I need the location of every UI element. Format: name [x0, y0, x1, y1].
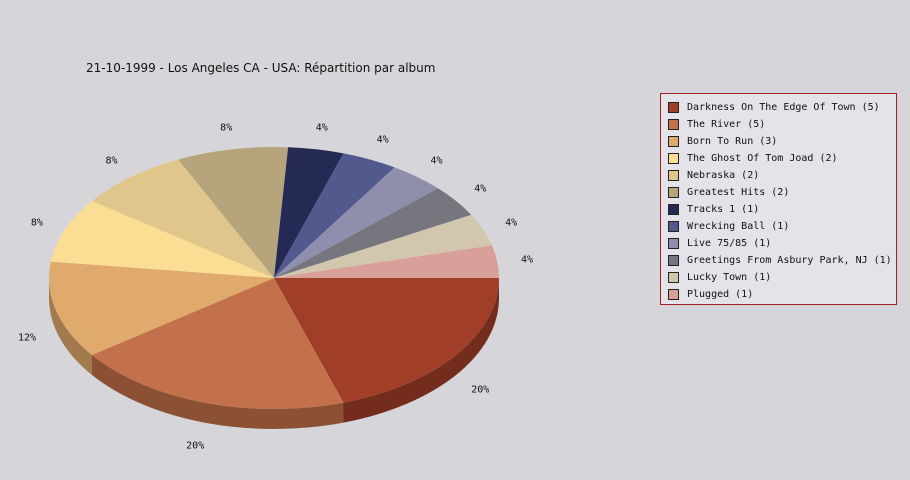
legend-swatch: [668, 153, 679, 164]
pie-slice-5: [178, 147, 289, 278]
legend-item: The River (5): [668, 116, 896, 133]
slice-percent-label: 8%: [105, 155, 117, 166]
legend-swatch: [668, 170, 679, 181]
pie-side-2: [49, 278, 92, 375]
legend-swatch: [668, 102, 679, 113]
legend-item: Darkness On The Edge Of Town (5): [668, 99, 896, 116]
slice-percent-label: 8%: [220, 123, 232, 134]
legend-label: Greetings From Asbury Park, NJ (1): [687, 255, 892, 266]
legend-swatch: [668, 289, 679, 300]
legend-label: Nebraska (2): [687, 170, 760, 181]
pie-slice-1: [92, 278, 344, 410]
legend-item: The Ghost Of Tom Joad (2): [668, 150, 896, 167]
slice-percent-label: 12%: [18, 332, 36, 343]
legend-item: Lucky Town (1): [668, 269, 896, 286]
chart-title: 21-10-1999 - Los Angeles CA - USA: Répar…: [86, 61, 436, 75]
slice-percent-label: 20%: [471, 385, 489, 396]
chart-legend: Darkness On The Edge Of Town (5) The Rive…: [660, 93, 897, 305]
pie-slice-10: [274, 214, 492, 278]
slice-percent-label: 4%: [505, 217, 517, 228]
slice-percent-label: 8%: [31, 217, 43, 228]
pie-side-0: [343, 278, 499, 423]
legend-swatch: [668, 255, 679, 266]
legend-label: Plugged (1): [687, 289, 754, 300]
slice-percent-label: 4%: [316, 123, 328, 134]
legend-label: Tracks 1 (1): [687, 204, 760, 215]
legend-swatch: [668, 204, 679, 215]
pie-slice-0: [274, 278, 499, 403]
legend-item: Greatest Hits (2): [668, 184, 896, 201]
pie-slice-9: [274, 188, 472, 278]
legend-label: Wrecking Ball (1): [687, 221, 790, 232]
legend-item: Nebraska (2): [668, 167, 896, 184]
pie-slice-6: [274, 147, 344, 278]
legend-item: Greetings From Asbury Park, NJ (1): [668, 252, 896, 269]
legend-item: Wrecking Ball (1): [668, 218, 896, 235]
legend-item: Tracks 1 (1): [668, 201, 896, 218]
legend-label: The Ghost Of Tom Joad (2): [687, 153, 838, 164]
legend-swatch: [668, 187, 679, 198]
pie-slice-7: [274, 153, 395, 278]
legend-swatch: [668, 238, 679, 249]
legend-label: The River (5): [687, 119, 766, 130]
slice-percent-label: 4%: [521, 255, 533, 266]
legend-item: Live 75/85 (1): [668, 235, 896, 252]
slice-percent-label: 4%: [474, 184, 486, 195]
pie-slice-2: [49, 261, 275, 355]
legend-swatch: [668, 119, 679, 130]
legend-label: Lucky Town (1): [687, 272, 772, 283]
pie-slice-3: [50, 201, 274, 278]
slice-percent-label: 20%: [186, 441, 204, 452]
slice-percent-label: 4%: [377, 135, 389, 146]
legend-label: Darkness On The Edge Of Town (5): [687, 102, 880, 113]
pie-slice-8: [274, 167, 438, 278]
legend-item: Born To Run (3): [668, 133, 896, 150]
pie-slice-11: [274, 245, 499, 278]
legend-swatch: [668, 272, 679, 283]
legend-label: Live 75/85 (1): [687, 238, 772, 249]
legend-label: Greatest Hits (2): [687, 187, 790, 198]
legend-item: Plugged (1): [668, 286, 896, 303]
slice-percent-label: 4%: [430, 155, 442, 166]
legend-swatch: [668, 136, 679, 147]
pie-slice-4: [92, 159, 274, 278]
legend-swatch: [668, 221, 679, 232]
legend-label: Born To Run (3): [687, 136, 778, 147]
pie-side-1: [92, 355, 344, 430]
